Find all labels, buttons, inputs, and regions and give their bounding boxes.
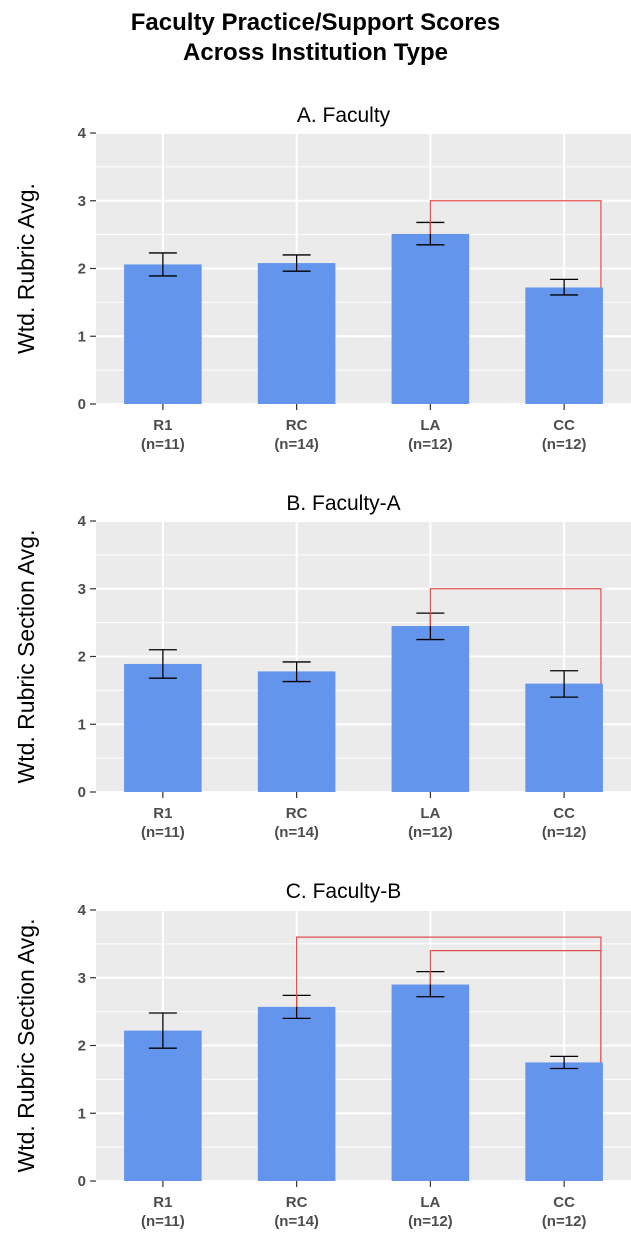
x-tick-count-r1: (n=11) xyxy=(141,436,185,453)
x-tick-count-rc: (n=14) xyxy=(274,824,319,841)
x-tick-label-la: LA xyxy=(420,805,440,822)
bar-r1 xyxy=(124,264,202,404)
y-axis-label: Wtd. Rubric Section Avg. xyxy=(13,530,39,784)
bar-r1 xyxy=(124,1030,202,1181)
y-tick-label: 0 xyxy=(78,396,86,413)
x-tick-label-la: LA xyxy=(420,417,440,434)
y-tick-label: 3 xyxy=(78,581,86,598)
x-tick-count-rc: (n=14) xyxy=(274,436,319,453)
panel-title: B. Faculty-A xyxy=(286,492,400,515)
panel-2: 0 1 2 3 4 R1 (n=11) RC (n=14) LA (n=12) CC (n=12) B. … xyxy=(13,492,631,841)
error-bar-r1 xyxy=(148,252,177,277)
x-tick-label-rc: RC xyxy=(286,805,308,822)
bar-cc xyxy=(525,1062,603,1181)
error-bar-cc xyxy=(550,1055,579,1070)
significance-bracket-la-cc xyxy=(429,588,602,684)
y-tick-label: 3 xyxy=(78,970,86,987)
x-tick-count-la: (n=12) xyxy=(408,1213,453,1230)
x-tick-count-cc: (n=12) xyxy=(542,1213,587,1230)
bar-rc xyxy=(257,1006,336,1181)
bar-la xyxy=(391,233,470,404)
x-tick-label-r1: R1 xyxy=(153,805,172,822)
x-tick-label-rc: RC xyxy=(286,1194,308,1211)
bar-la xyxy=(391,626,470,792)
y-tick-label: 2 xyxy=(78,261,86,278)
y-tick-label: 1 xyxy=(78,1105,86,1122)
x-tick-label-rc: RC xyxy=(286,417,308,434)
bar-rc xyxy=(257,263,336,404)
x-tick-count-rc: (n=14) xyxy=(274,1213,319,1230)
x-tick-count-la: (n=12) xyxy=(408,436,453,453)
bar-la xyxy=(391,984,470,1181)
y-axis-label: Wtd. Rubric Section Avg. xyxy=(13,919,39,1173)
x-tick-label-cc: CC xyxy=(553,805,575,822)
x-tick-count-r1: (n=11) xyxy=(141,824,185,841)
chart-title-line-1: Faculty Practice/Support Scores xyxy=(130,9,501,36)
y-tick-label: 1 xyxy=(78,716,86,733)
error-bar-cc xyxy=(550,670,579,698)
y-tick-label: 0 xyxy=(78,1173,86,1190)
y-tick-label: 1 xyxy=(78,328,86,345)
bar-r1 xyxy=(124,663,202,792)
y-tick-label: 3 xyxy=(78,193,86,210)
panel-3: 0 1 2 3 4 R1 (n=11) RC (n=14) LA (n=12) CC (n=12) C. … xyxy=(13,880,631,1230)
bar-cc xyxy=(525,287,603,404)
x-tick-label-cc: CC xyxy=(553,417,575,434)
x-tick-label-la: LA xyxy=(420,1194,440,1211)
error-bar-r1 xyxy=(148,1012,177,1049)
bar-cc xyxy=(525,683,603,792)
x-tick-label-r1: R1 xyxy=(153,1194,172,1211)
y-tick-label: 2 xyxy=(78,649,86,666)
significance-bracket-la-cc xyxy=(429,950,602,1063)
y-axis-label: Wtd. Rubric Avg. xyxy=(13,183,39,354)
chart-title: Faculty Practice/Support Scores Across I… xyxy=(0,8,631,68)
significance-bracket-la-cc xyxy=(429,200,602,288)
x-tick-count-la: (n=12) xyxy=(408,824,453,841)
y-tick-label: 4 xyxy=(78,125,87,142)
error-bar-rc xyxy=(282,254,311,272)
y-tick-label: 4 xyxy=(78,513,87,530)
x-tick-count-r1: (n=11) xyxy=(141,1213,185,1230)
x-tick-label-cc: CC xyxy=(553,1194,575,1211)
y-tick-label: 0 xyxy=(78,784,86,801)
bar-rc xyxy=(257,671,336,792)
x-tick-label-r1: R1 xyxy=(153,417,172,434)
error-bar-rc xyxy=(282,661,311,683)
error-bar-cc xyxy=(550,278,579,296)
error-bar-r1 xyxy=(148,649,177,679)
chart-title-line-2: Across Institution Type xyxy=(183,39,448,66)
y-tick-label: 4 xyxy=(78,902,87,919)
panel-title: C. Faculty-B xyxy=(286,880,402,903)
panel-title: A. Faculty xyxy=(297,104,391,127)
x-tick-count-cc: (n=12) xyxy=(542,436,587,453)
x-tick-count-cc: (n=12) xyxy=(542,824,587,841)
y-tick-label: 2 xyxy=(78,1038,86,1055)
panel-1: 0 1 2 3 4 R1 (n=11) RC (n=14) LA (n=12) CC (n=12) A. … xyxy=(13,104,631,453)
